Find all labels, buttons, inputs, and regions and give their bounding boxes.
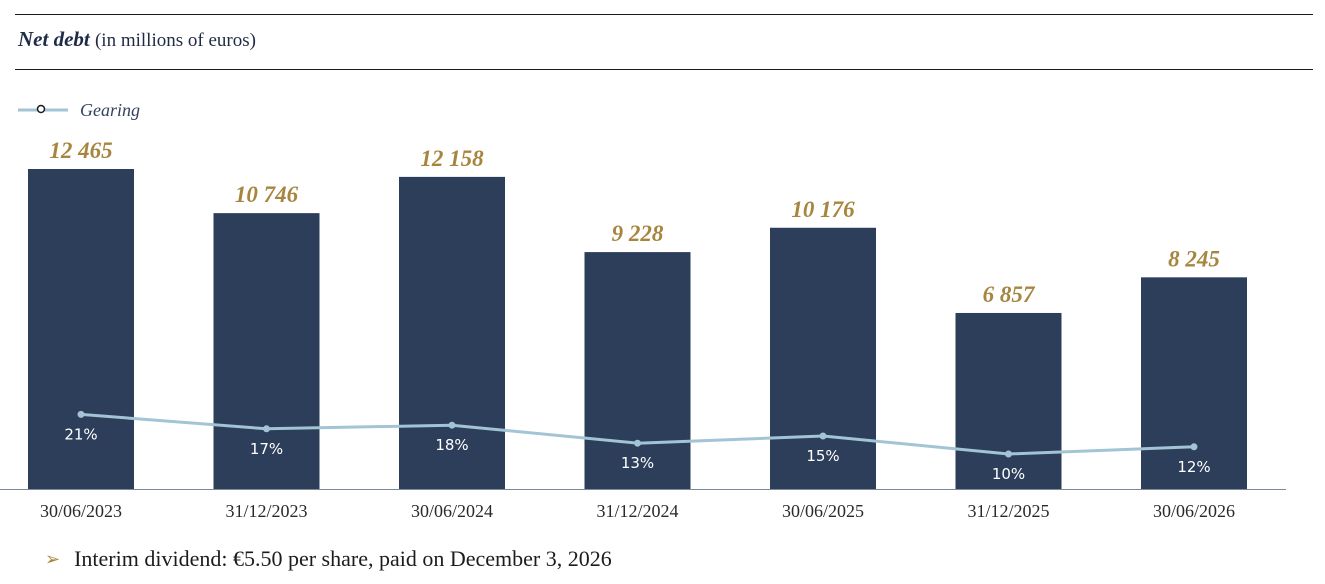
legend-line-swatch (18, 104, 68, 114)
chart-title-unit: (in millions of euros) (94, 30, 256, 51)
gearing-value-label: 13% (621, 454, 654, 472)
gearing-value-label: 18% (435, 436, 468, 454)
gearing-marker (1005, 450, 1012, 458)
x-tick-label: 31/12/2024 (596, 501, 678, 521)
bar-30/06/2025 (770, 227, 876, 489)
bar-value-label: 9 228 (612, 221, 664, 246)
x-tick-label: 30/06/2023 (40, 501, 122, 521)
bar-31/12/2024 (584, 252, 691, 489)
x-tick-label: 31/12/2023 (225, 501, 307, 521)
gearing-marker (263, 425, 270, 433)
gearing-marker (448, 421, 456, 429)
chart-title: Net debt (in millions of euros) (18, 27, 256, 52)
dividend-note-text: Interim dividend: €5.50 per share, paid … (74, 546, 612, 571)
legend: Gearing (18, 99, 140, 121)
bar-30/06/2026 (1141, 277, 1247, 489)
title-rule (15, 69, 1313, 70)
bar-31/12/2023 (213, 213, 320, 490)
chart-title-main: Net debt (18, 27, 90, 51)
bar-value-label: 8 245 (1168, 246, 1220, 271)
top-rule (15, 14, 1313, 15)
x-tick-label: 30/06/2024 (411, 501, 493, 521)
gearing-marker (634, 439, 641, 447)
arrow-bullet-icon: ➢ (45, 548, 61, 570)
gearing-value-label: 15% (806, 447, 839, 465)
bar-value-label: 12 465 (49, 138, 112, 163)
bar-value-label: 10 176 (791, 197, 855, 222)
bar-30/06/2023 (28, 169, 134, 489)
legend-label-gearing: Gearing (80, 99, 140, 120)
dividend-note: ➢ Interim dividend: €5.50 per share, pai… (45, 546, 612, 572)
bar-30/06/2024 (399, 176, 505, 489)
x-tick-label: 30/06/2025 (782, 501, 864, 521)
x-tick-label: 30/06/2026 (1153, 501, 1235, 521)
bar-value-label: 6 857 (983, 282, 1036, 307)
bar-31/12/2025 (955, 312, 1062, 489)
bar-value-label: 10 746 (235, 182, 299, 207)
gearing-value-label: 12% (1177, 458, 1210, 476)
bar-value-label: 12 158 (420, 146, 484, 171)
gearing-marker (77, 410, 85, 418)
gearing-value-label: 21% (64, 425, 97, 443)
gearing-marker (1190, 443, 1198, 451)
gearing-value-label: 10% (992, 465, 1025, 483)
gearing-marker (819, 432, 827, 440)
x-tick-label: 31/12/2025 (967, 501, 1049, 521)
gearing-value-label: 17% (250, 440, 283, 458)
